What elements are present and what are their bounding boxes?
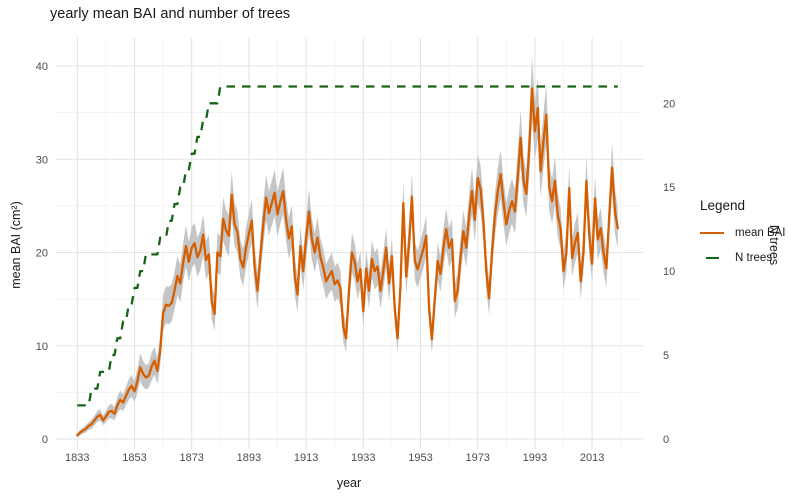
n-trees-line-swatch-icon: [700, 256, 724, 260]
legend-item-n-trees: N trees: [700, 252, 798, 264]
n-trees-line: [77, 85, 618, 407]
right-y-tick-label: 20: [663, 98, 675, 110]
right-y-tick-label: 0: [663, 434, 669, 446]
x-tick-label: 1913: [294, 452, 318, 464]
x-tick-label: 1993: [523, 452, 547, 464]
left-y-tick-label: 0: [42, 434, 48, 446]
right-y-tick-label: 15: [663, 182, 675, 194]
legend-item-label: N trees: [735, 252, 773, 264]
right-y-tick-label: 10: [663, 266, 675, 278]
left-y-tick-label: 10: [36, 341, 48, 353]
x-axis-title: year: [336, 476, 362, 490]
mean-bai-line: [76, 87, 619, 437]
x-tick-label: 1973: [465, 452, 489, 464]
legend-item-label: mean BAI: [735, 227, 786, 239]
legend-item-mean-bai: mean BAI: [700, 227, 798, 239]
mean-bai-line-swatch-icon: [700, 231, 724, 235]
legend: Legend mean BAI N trees: [700, 198, 798, 277]
left-y-tick-label: 20: [36, 248, 48, 260]
x-tick-label: 1893: [237, 452, 261, 464]
legend-title: Legend: [700, 198, 746, 213]
x-tick-label: 2013: [580, 452, 604, 464]
left-y-tick-label: 40: [36, 61, 48, 73]
x-tick-label: 1933: [351, 452, 375, 464]
left-y-tick-label: 30: [36, 154, 48, 166]
x-tick-label: 1853: [122, 452, 146, 464]
x-tick-label: 1833: [65, 452, 89, 464]
x-tick-label: 1873: [179, 452, 203, 464]
right-y-tick-label: 5: [663, 350, 669, 362]
plot-title: yearly mean BAI and number of trees: [50, 6, 291, 22]
x-tick-label: 1953: [408, 452, 432, 464]
left-y-axis-title: mean BAI (cm²): [9, 201, 23, 289]
